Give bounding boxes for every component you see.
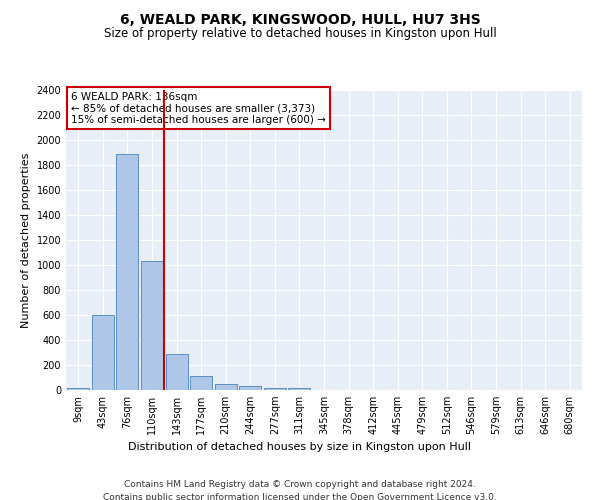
- Text: 6 WEALD PARK: 136sqm
← 85% of detached houses are smaller (3,373)
15% of semi-de: 6 WEALD PARK: 136sqm ← 85% of detached h…: [71, 92, 326, 124]
- Bar: [67, 388, 89, 390]
- Bar: [239, 386, 262, 390]
- Text: Contains HM Land Registry data © Crown copyright and database right 2024.
Contai: Contains HM Land Registry data © Crown c…: [103, 480, 497, 500]
- Bar: [264, 388, 286, 390]
- Bar: [166, 354, 188, 390]
- Text: Distribution of detached houses by size in Kingston upon Hull: Distribution of detached houses by size …: [128, 442, 472, 452]
- Y-axis label: Number of detached properties: Number of detached properties: [21, 152, 31, 328]
- Bar: [116, 154, 139, 390]
- Text: Size of property relative to detached houses in Kingston upon Hull: Size of property relative to detached ho…: [104, 28, 496, 40]
- Bar: [190, 376, 212, 390]
- Text: 6, WEALD PARK, KINGSWOOD, HULL, HU7 3HS: 6, WEALD PARK, KINGSWOOD, HULL, HU7 3HS: [119, 12, 481, 26]
- Bar: [289, 388, 310, 390]
- Bar: [141, 261, 163, 390]
- Bar: [92, 315, 114, 390]
- Bar: [215, 384, 237, 390]
